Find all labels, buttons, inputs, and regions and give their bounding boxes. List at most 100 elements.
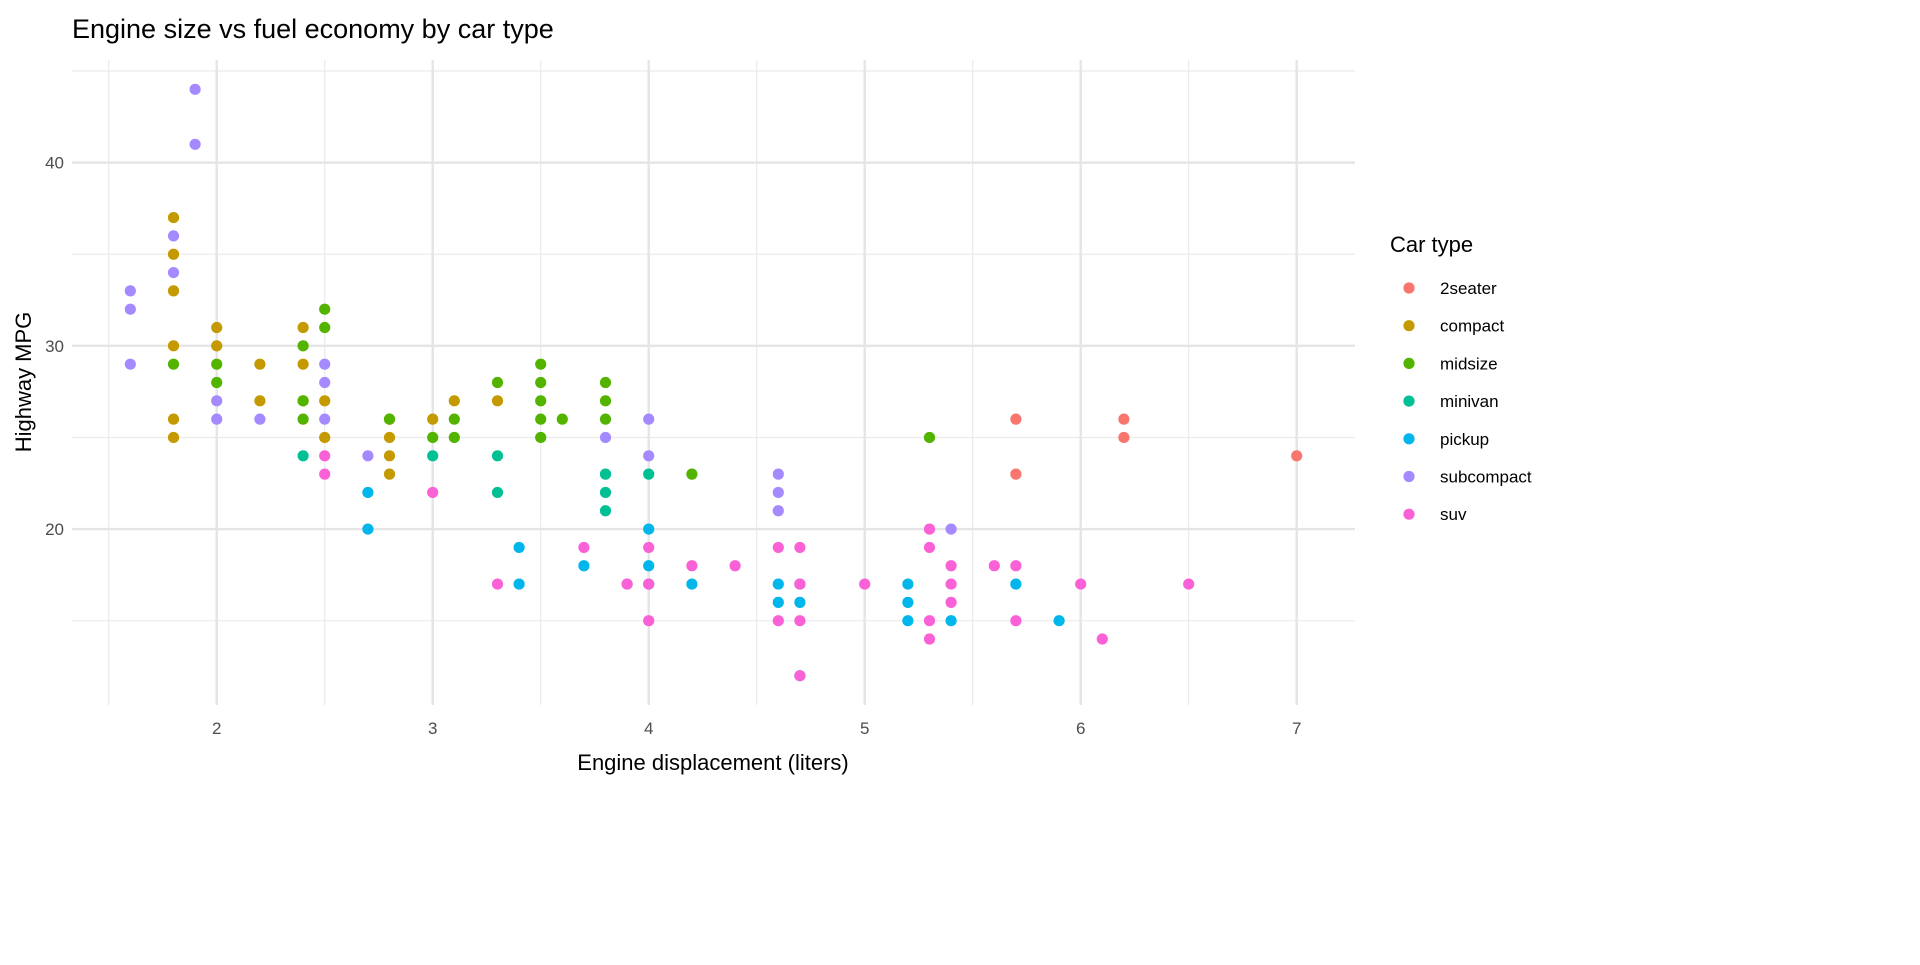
x-tick-label: 2 xyxy=(212,719,221,738)
data-point xyxy=(1053,615,1065,627)
data-point xyxy=(167,248,180,260)
legend-key xyxy=(1403,508,1415,520)
data-point xyxy=(189,138,201,150)
data-point xyxy=(319,468,331,480)
data-point xyxy=(578,541,590,554)
data-point xyxy=(427,450,439,462)
legend: 2seater compact midsize minivan pickup subcom… xyxy=(1403,279,1532,524)
legend-key xyxy=(1403,470,1415,483)
y-tick-labels: 20 30 40 xyxy=(45,154,64,539)
y-tick-label: 20 xyxy=(45,520,64,539)
data-point xyxy=(902,578,914,590)
data-point xyxy=(167,211,180,224)
data-point xyxy=(794,596,806,608)
data-point xyxy=(945,596,957,608)
data-point xyxy=(686,468,698,480)
data-point xyxy=(211,321,223,334)
data-point xyxy=(923,523,936,535)
data-point xyxy=(124,303,136,315)
x-tick-label: 7 xyxy=(1292,719,1301,738)
data-point xyxy=(167,266,180,279)
legend-key xyxy=(1403,395,1415,407)
data-point xyxy=(167,358,180,370)
data-point xyxy=(491,395,504,407)
data-point xyxy=(167,413,180,425)
data-point xyxy=(902,615,914,627)
data-point xyxy=(772,578,784,590)
data-point xyxy=(167,230,180,242)
data-point xyxy=(859,578,871,590)
series-pickup xyxy=(362,486,1065,682)
data-point xyxy=(189,83,201,95)
data-point xyxy=(643,468,655,480)
legend-item-minivan: minivan xyxy=(1403,392,1499,411)
y-tick-label: 30 xyxy=(45,337,64,356)
data-point xyxy=(362,450,374,462)
data-point xyxy=(794,541,806,554)
data-point xyxy=(383,431,396,444)
data-point xyxy=(794,578,806,590)
data-point xyxy=(319,321,331,334)
data-point xyxy=(643,560,655,572)
legend-key xyxy=(1403,320,1415,332)
data-point xyxy=(211,376,223,389)
data-point xyxy=(772,596,784,608)
data-point xyxy=(535,376,547,389)
data-point xyxy=(319,431,331,444)
series-subcompact xyxy=(124,83,957,590)
data-point xyxy=(643,541,655,554)
data-point xyxy=(902,596,914,608)
data-point xyxy=(988,560,1000,572)
data-point xyxy=(383,413,396,425)
data-point xyxy=(211,358,223,370)
legend-label: midsize xyxy=(1440,354,1498,373)
series-minivan xyxy=(297,450,655,517)
data-point xyxy=(1183,578,1195,590)
legend-item-2seater: 2seater xyxy=(1403,279,1497,298)
data-point xyxy=(1010,615,1022,627)
series-suv xyxy=(319,450,1195,682)
y-axis-label: Highway MPG xyxy=(11,312,36,453)
data-point xyxy=(297,321,309,334)
data-point xyxy=(211,395,223,407)
data-point xyxy=(535,431,547,444)
data-point xyxy=(599,395,612,407)
data-point xyxy=(319,358,331,370)
data-point xyxy=(427,413,439,425)
data-point xyxy=(923,615,936,627)
data-point xyxy=(211,413,223,425)
data-point xyxy=(167,431,180,444)
data-point xyxy=(297,413,309,425)
data-point xyxy=(211,340,223,352)
data-point xyxy=(1096,633,1108,645)
legend-key xyxy=(1403,282,1415,294)
data-point xyxy=(794,615,806,627)
data-point xyxy=(923,431,936,444)
data-point xyxy=(167,285,180,297)
data-point xyxy=(254,358,266,370)
data-point xyxy=(643,578,655,590)
data-point xyxy=(535,413,547,425)
data-point xyxy=(491,376,504,389)
data-point xyxy=(124,285,136,297)
data-point xyxy=(599,468,612,480)
data-point xyxy=(1010,578,1022,590)
series-2seater xyxy=(1010,413,1303,480)
data-point xyxy=(686,578,698,590)
y-tick-label: 40 xyxy=(45,154,64,173)
legend-item-suv: suv xyxy=(1403,505,1467,524)
legend-label: suv xyxy=(1440,505,1467,524)
x-tick-label: 3 xyxy=(428,719,437,738)
data-point xyxy=(448,431,460,444)
series-midsize xyxy=(167,303,936,480)
data-point xyxy=(124,358,136,370)
x-tick-label: 4 xyxy=(644,719,653,738)
data-point xyxy=(643,413,655,425)
data-point xyxy=(535,395,547,407)
data-point xyxy=(923,633,936,645)
legend-title: Car type xyxy=(1390,232,1473,257)
data-point xyxy=(599,486,612,499)
grid xyxy=(72,60,1355,705)
legend-item-pickup: pickup xyxy=(1403,430,1489,449)
